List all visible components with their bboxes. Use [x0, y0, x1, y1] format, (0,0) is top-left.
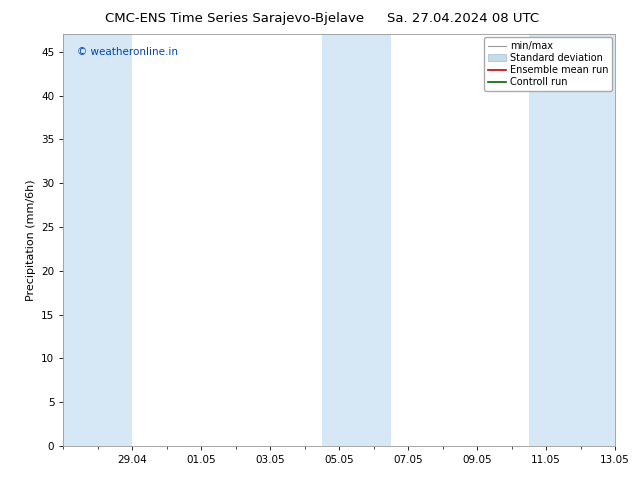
Text: Sa. 27.04.2024 08 UTC: Sa. 27.04.2024 08 UTC	[387, 12, 539, 25]
Legend: min/max, Standard deviation, Ensemble mean run, Controll run: min/max, Standard deviation, Ensemble me…	[484, 37, 612, 91]
Bar	[322, 34, 391, 446]
Text: © weatheronline.in: © weatheronline.in	[77, 47, 178, 57]
Bar	[63, 34, 133, 446]
Y-axis label: Precipitation (mm/6h): Precipitation (mm/6h)	[25, 179, 36, 301]
Text: CMC-ENS Time Series Sarajevo-Bjelave: CMC-ENS Time Series Sarajevo-Bjelave	[105, 12, 364, 25]
Bar	[529, 34, 615, 446]
